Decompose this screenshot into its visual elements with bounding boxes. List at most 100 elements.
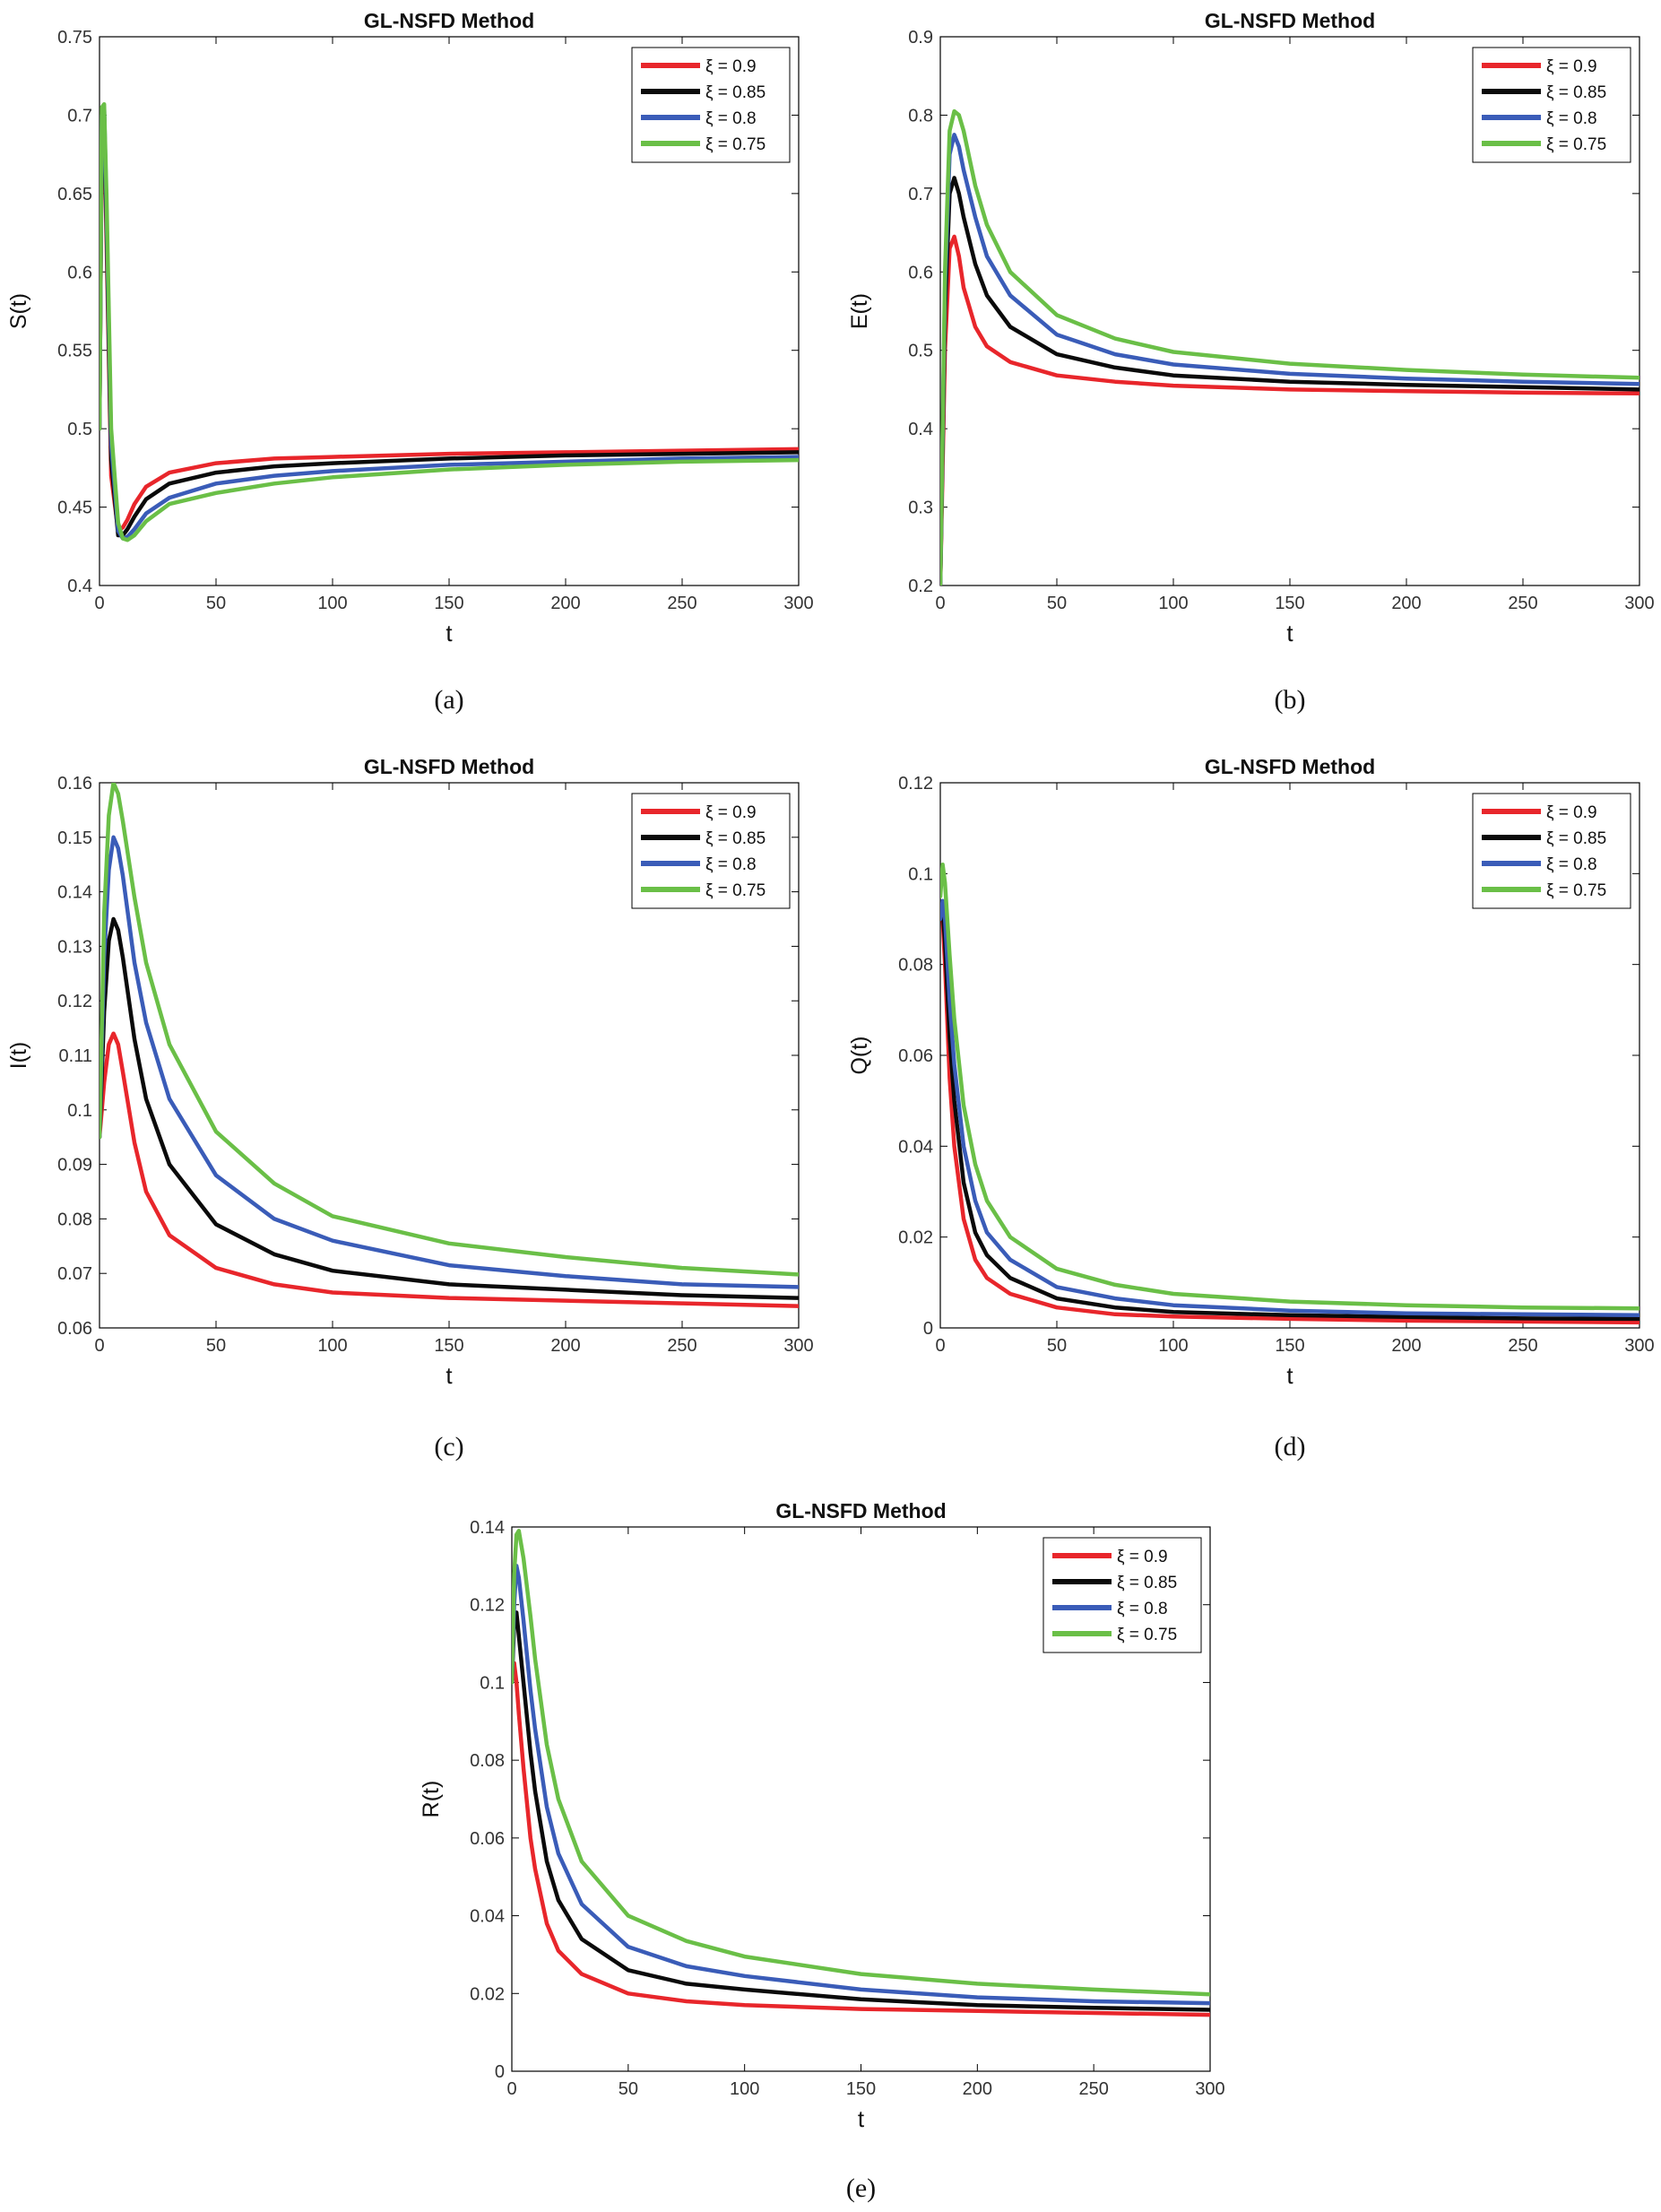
y-axis-label: R(t) [419, 1781, 444, 1818]
legend-entry: ξ = 0.8 [1546, 855, 1597, 874]
legend-entry: ξ = 0.8 [1117, 1600, 1168, 1618]
y-tick-label: 0.02 [470, 1984, 505, 2004]
legend-entry: ξ = 0.8 [1546, 109, 1597, 128]
x-tick-label: 100 [317, 594, 347, 613]
legend: ξ = 0.9 ξ = 0.85 ξ = 0.8 ξ = 0.75 [1472, 793, 1631, 909]
legend-entry: ξ = 0.75 [1546, 135, 1606, 154]
x-axis-label: t [446, 620, 453, 646]
legend-entry: ξ = 0.75 [1117, 1626, 1177, 1644]
y-axis-label: S(t) [6, 293, 31, 329]
y-tick-label: 0.07 [57, 1264, 92, 1284]
y-tick-label: 0.14 [57, 883, 92, 903]
x-tick-label: 250 [1508, 594, 1537, 613]
legend-entry: ξ = 0.85 [705, 829, 766, 848]
y-tick-label: 0.5 [67, 420, 92, 439]
y-tick-label: 0.14 [470, 1518, 505, 1538]
legend-entry: ξ = 0.9 [1546, 57, 1597, 76]
y-tick-label: 0.06 [57, 1319, 92, 1339]
legend-entry: ξ = 0.8 [705, 855, 757, 874]
y-tick-label: 0.4 [908, 420, 933, 439]
y-tick-label: 0.15 [57, 828, 92, 848]
y-tick-label: 0.5 [908, 342, 933, 361]
series-line-red [940, 234, 1639, 586]
series-line-green [99, 101, 799, 542]
x-tick-label: 50 [619, 2079, 638, 2099]
y-axis-label: E(t) [847, 293, 872, 329]
x-tick-label: 0 [94, 594, 104, 613]
panel-c: 0 50 100 150 200 250 300 0.06 0.07 0.08 0.09 0.1 0.1… [6, 755, 814, 1462]
x-tick-label: 300 [1195, 2079, 1224, 2099]
legend-entry: ξ = 0.75 [705, 135, 766, 154]
y-tick-label: 0.08 [470, 1751, 505, 1771]
panel-e: 0 50 100 150 200 250 300 0 0.02 0.04 0.06 0.08 0.1 0.… [419, 1499, 1225, 2203]
series-line-blue [940, 133, 1639, 586]
y-tick-label: 0.8 [908, 106, 933, 126]
y-tick-label: 0.7 [67, 106, 92, 126]
x-tick-label: 150 [434, 1336, 463, 1356]
series-line-green [940, 108, 1639, 586]
series-line-black [940, 176, 1639, 586]
y-tick-label: 0.12 [470, 1596, 505, 1616]
series-line-black [99, 916, 799, 1300]
series-line-blue [512, 1564, 1210, 2006]
x-tick-label: 50 [1047, 594, 1067, 613]
legend-entry: ξ = 0.8 [705, 109, 757, 128]
y-tick-label: 0.45 [57, 499, 92, 518]
x-tick-label: 200 [550, 1336, 580, 1356]
panel-caption: (c) [434, 1432, 463, 1462]
x-tick-label: 250 [1508, 1336, 1537, 1356]
x-axis-label: t [1286, 620, 1293, 646]
x-tick-label: 0 [935, 1336, 945, 1356]
y-tick-label: 0.02 [898, 1228, 933, 1248]
y-tick-label: 0.3 [908, 499, 933, 518]
series-line-red [99, 1031, 799, 1308]
x-axis-label: t [446, 1362, 453, 1389]
y-tick-label: 0 [923, 1319, 933, 1339]
legend-entry: ξ = 0.85 [705, 83, 766, 102]
x-tick-label: 200 [1391, 1336, 1421, 1356]
legend-entry: ξ = 0.9 [1117, 1548, 1168, 1566]
x-axis-label: t [858, 2105, 865, 2132]
y-tick-label: 0.04 [470, 1907, 505, 1927]
legend-entry: ξ = 0.9 [705, 57, 757, 76]
x-tick-label: 50 [206, 1336, 226, 1356]
y-tick-label: 0.6 [67, 263, 92, 282]
y-tick-label: 0.9 [908, 28, 933, 48]
x-tick-label: 250 [1078, 2079, 1108, 2099]
y-tick-label: 0.4 [67, 577, 92, 596]
series-line-red [512, 1661, 1210, 2017]
x-tick-label: 150 [1275, 594, 1304, 613]
y-tick-label: 0.7 [908, 185, 933, 204]
y-tick-label: 0.75 [57, 28, 92, 48]
y-tick-label: 0.08 [898, 956, 933, 976]
x-tick-label: 50 [1047, 1336, 1067, 1356]
legend-entry: ξ = 0.85 [1546, 83, 1606, 102]
x-tick-label: 150 [846, 2079, 876, 2099]
y-tick-label: 0.13 [57, 937, 92, 957]
y-tick-label: 0.2 [908, 577, 933, 596]
x-tick-label: 250 [667, 1336, 696, 1356]
y-tick-label: 0.11 [59, 1046, 92, 1066]
legend: ξ = 0.9 ξ = 0.85 ξ = 0.8 ξ = 0.75 [1472, 47, 1631, 163]
x-tick-label: 100 [1158, 594, 1188, 613]
panel-caption: (b) [1275, 685, 1306, 715]
x-tick-label: 150 [1275, 1336, 1304, 1356]
legend-entry: ξ = 0.9 [705, 803, 757, 822]
legend-entry: ξ = 0.75 [705, 881, 766, 900]
x-axis-label: t [1286, 1362, 1293, 1389]
x-tick-label: 100 [1158, 1336, 1188, 1356]
panel-caption: (a) [434, 685, 463, 715]
x-tick-label: 100 [730, 2079, 759, 2099]
y-tick-label: 0.6 [908, 263, 933, 282]
y-tick-label: 0.09 [57, 1156, 92, 1175]
x-tick-label: 300 [1624, 1336, 1654, 1356]
y-tick-label: 0.55 [57, 342, 92, 361]
legend-entry: ξ = 0.9 [1546, 803, 1597, 822]
x-tick-label: 200 [963, 2079, 992, 2099]
x-tick-label: 0 [94, 1336, 104, 1356]
x-tick-label: 200 [1391, 594, 1421, 613]
y-axis-label: Q(t) [847, 1036, 872, 1074]
chart-title: GL-NSFD Method [364, 9, 534, 32]
x-tick-label: 200 [550, 594, 580, 613]
